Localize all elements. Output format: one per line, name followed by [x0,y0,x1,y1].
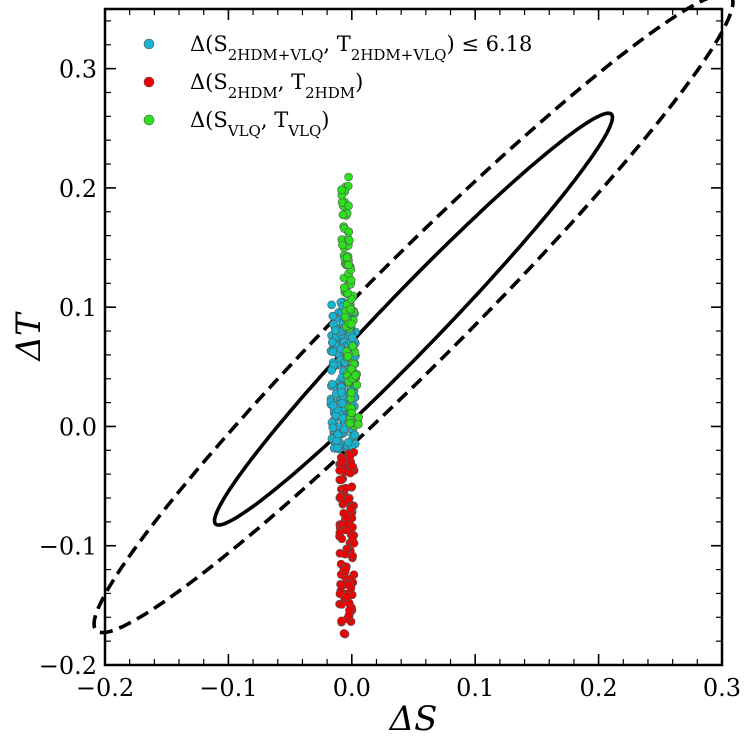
x-tick-label: −0.1 [199,674,257,702]
data-point [346,275,356,285]
data-point [353,419,363,429]
data-point [346,319,356,329]
data-point [345,419,355,428]
data-point [339,283,349,292]
legend-label: Δ(S2HDM, T2HDM) [190,70,363,102]
data-point [343,437,353,447]
data-point [340,549,350,559]
data-point [344,611,354,620]
data-point [344,260,353,270]
y-tick-label: −0.1 [39,533,97,561]
data-point [327,379,337,389]
x-tick-label: −0.2 [76,674,134,702]
data-point [337,534,347,544]
ellipse-68cl [212,111,615,527]
legend-marker [143,38,155,50]
x-tick-label: 0.1 [456,674,494,702]
scatter-points [326,172,363,639]
data-point [346,304,355,314]
y-axis-label: ΔT [9,311,49,363]
data-point [327,366,336,375]
data-point [338,456,348,465]
x-tick-label: 0.0 [333,674,371,702]
data-point [337,616,346,626]
y-tick-label: 0.1 [59,294,97,322]
ellipse-95cl [92,0,735,635]
data-point [347,364,356,374]
x-tick-label: 0.2 [580,674,618,702]
data-point [331,325,340,335]
x-tick-labels: −0.2 −0.1 0.0 0.1 0.2 0.3 [76,674,741,702]
data-point [344,201,353,211]
data-point [328,347,338,357]
data-point [348,533,357,542]
data-point [339,424,349,434]
plot-frame [103,7,724,667]
y-tick-label: 0.0 [59,413,97,441]
x-axis-label: ΔS [388,699,438,739]
data-point [327,300,336,310]
confidence-ellipses [92,0,735,635]
data-point [347,333,357,342]
data-point [346,388,356,397]
data-point [342,512,351,522]
legend-marker [143,114,155,126]
data-point [328,401,338,410]
y-tick-label: −0.2 [39,652,97,680]
data-point [342,592,352,601]
data-point [335,466,344,475]
data-point [340,312,350,322]
legend-label: Δ(S2HDM+VLQ, T2HDM+VLQ) ≤ 6.18 [190,32,532,64]
data-point [341,483,350,493]
data-point [351,371,360,380]
legend: Δ(S2HDM+VLQ, T2HDM+VLQ) ≤ 6.18 Δ(S2HDM, T… [143,32,532,140]
data-point [348,341,357,351]
data-point [345,236,354,245]
x-tick-label: 0.3 [703,674,741,702]
data-point [338,398,347,408]
data-point [338,240,347,250]
data-point [348,551,358,561]
y-tick-labels: −0.2 −0.1 0.0 0.1 0.2 0.3 [39,56,97,680]
data-point [328,423,338,433]
data-point [347,408,356,418]
data-point [328,311,338,321]
legend-label: Δ(SVLQ, TVLQ) [190,108,330,140]
data-point [343,352,353,361]
y-tick-label: 0.3 [59,56,97,84]
data-point [341,564,351,574]
data-point [344,172,353,182]
y-tick-label: 0.2 [59,175,97,203]
data-point [346,504,356,514]
data-point [335,589,345,599]
data-point [343,580,353,590]
legend-marker [143,76,155,88]
data-point [327,337,337,347]
series-2 [337,172,363,431]
data-point [345,468,355,478]
data-point [336,475,346,485]
data-point [338,413,348,423]
data-point [338,210,348,220]
data-point [332,436,341,446]
data-point [337,388,346,397]
data-point [350,430,360,440]
data-point [345,451,355,461]
data-point [343,494,353,504]
axis-ticks [104,9,723,666]
data-point [337,185,346,194]
series-1 [335,447,359,639]
data-point [339,629,349,638]
